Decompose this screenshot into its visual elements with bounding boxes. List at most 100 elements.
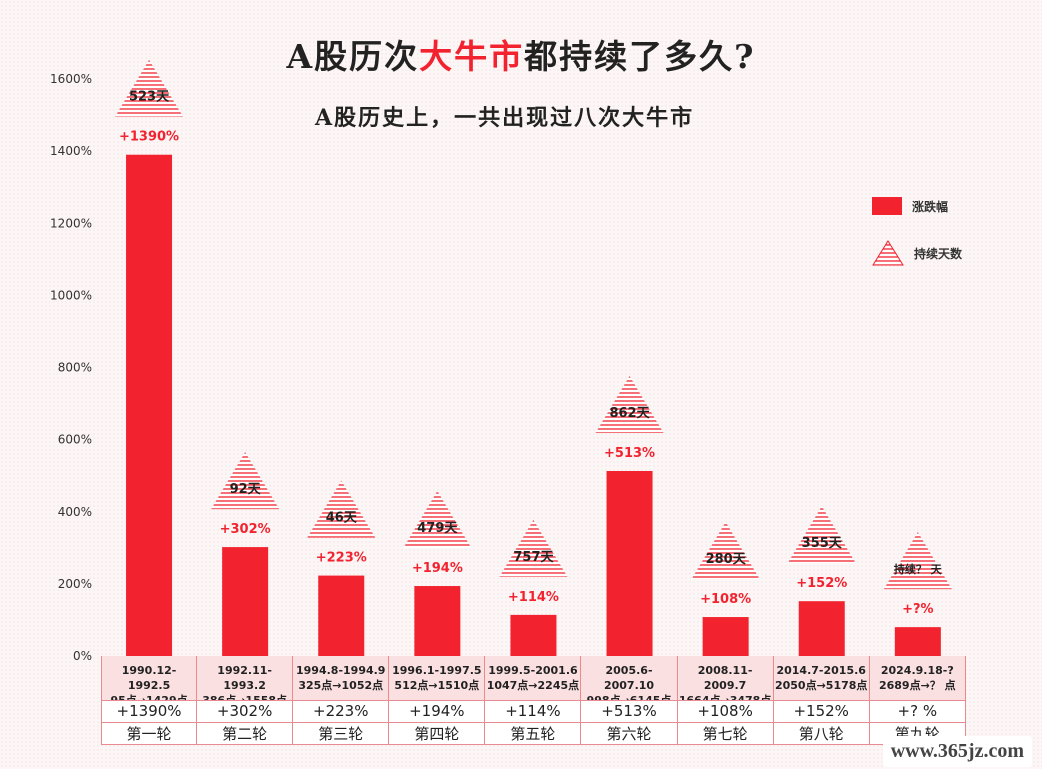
duration-triangle bbox=[883, 532, 952, 590]
period-date: 2005.6-2007.10 bbox=[603, 664, 655, 692]
table-cell-pct: +302% bbox=[197, 700, 294, 722]
period-date: 2008.11-2009.7 bbox=[697, 664, 753, 692]
bar bbox=[318, 575, 365, 656]
table-cell-pct: +223% bbox=[293, 700, 390, 722]
y-tick-label: 1400% bbox=[50, 144, 92, 158]
legend-triangle-label: 持续天数 bbox=[914, 246, 963, 261]
table-cell-round: 第八轮 bbox=[773, 722, 870, 745]
table-row-name: 第一轮 第二轮 第三轮 第四轮 第五轮 第六轮 第七轮 第八轮 第九轮 bbox=[101, 722, 966, 745]
bar-value-label: +108% bbox=[700, 592, 751, 607]
period-date: 1990.12-1992.5 bbox=[121, 664, 177, 692]
period-date: 1994.8-1994.9 bbox=[296, 664, 386, 677]
table-row-pct: +1390% +302% +223% +194% +114% +513% +108% +152… bbox=[101, 700, 966, 722]
legend-triangle: 持续天数 bbox=[872, 240, 962, 266]
bar bbox=[894, 627, 941, 656]
bars: +1390% +302% +223% +194% +114% +513% +108% +152… bbox=[119, 130, 941, 656]
bar-value-label: +1390% bbox=[119, 130, 179, 145]
bar-value-label: +513% bbox=[604, 446, 655, 461]
table-cell-round: 第四轮 bbox=[389, 722, 486, 745]
table-cell-period: 1999.5-2001.6 1047点→2245点 bbox=[485, 656, 582, 700]
bar-value-label: +302% bbox=[220, 522, 271, 537]
bar bbox=[798, 601, 845, 656]
bar bbox=[606, 470, 653, 656]
y-tick-label: 200% bbox=[58, 577, 92, 591]
duration-triangle bbox=[211, 452, 280, 510]
duration-label: 持续？ 天 bbox=[894, 562, 943, 576]
table-cell-period: 2014.7-2015.6 2050点→5178点 bbox=[773, 656, 870, 700]
legend-bar: 涨跌幅 bbox=[872, 197, 948, 215]
duration-label: 46天 bbox=[326, 511, 358, 526]
table-cell-pct: +114% bbox=[485, 700, 582, 722]
table-cell-round: 第二轮 bbox=[197, 722, 294, 745]
title-part1: A股历次 bbox=[286, 37, 420, 76]
table-cell-pct: +194% bbox=[389, 700, 486, 722]
duration-triangle bbox=[115, 59, 184, 117]
duration-triangle bbox=[499, 519, 568, 577]
table-cell-period: 1990.12-1992.595点→1429点 bbox=[101, 656, 198, 707]
bar-value-label: +114% bbox=[508, 590, 559, 605]
table-cell-period: 1994.8-1994.9 325点→1052点 bbox=[293, 656, 390, 700]
period-points: 325点→1052点 bbox=[298, 679, 384, 692]
bar bbox=[222, 547, 269, 656]
bar bbox=[702, 617, 749, 656]
table-cell-round: 第七轮 bbox=[677, 722, 774, 745]
y-tick-label: 1600% bbox=[50, 72, 92, 86]
period-points: 512点→1510点 bbox=[394, 679, 480, 692]
table-cell-round: 第六轮 bbox=[581, 722, 678, 745]
y-tick-label: 1000% bbox=[50, 288, 92, 302]
chart-title: A股历次大牛市都持续了多久? bbox=[0, 30, 1042, 78]
period-date: 2024.9.18-? bbox=[880, 664, 954, 677]
title-highlight: 大牛市 bbox=[419, 37, 525, 76]
table-cell-pct: +513% bbox=[581, 700, 678, 722]
table-cell-pct: +108% bbox=[677, 700, 774, 722]
duration-triangle bbox=[403, 491, 472, 549]
duration-triangle bbox=[307, 480, 376, 538]
y-tick-label: 1200% bbox=[50, 216, 92, 230]
period-points: 1047点→2245点 bbox=[486, 679, 580, 692]
bar bbox=[414, 586, 461, 656]
duration-label: 862天 bbox=[609, 406, 650, 421]
period-points: 2050点→5178点 bbox=[774, 679, 868, 692]
table-row-period: 1990.12-1992.595点→1429点1992.11-1993.2386… bbox=[101, 656, 966, 707]
duration-triangle bbox=[787, 506, 856, 564]
duration-label: 757天 bbox=[513, 550, 554, 565]
table-cell-round: 第五轮 bbox=[485, 722, 582, 745]
table-cell-period: 2024.9.18-? 2689点→？ 点 bbox=[869, 656, 966, 700]
y-tick-label: 800% bbox=[58, 361, 92, 375]
bar-value-label: +194% bbox=[412, 561, 463, 576]
duration-triangle bbox=[691, 522, 760, 580]
duration-label: 355天 bbox=[802, 536, 843, 551]
table-cell-pct: +152% bbox=[773, 700, 870, 722]
table-cell-period: 2008.11-2009.71664点→3478点 bbox=[677, 656, 774, 707]
bar bbox=[510, 614, 557, 656]
bar-value-label: +?% bbox=[902, 602, 933, 617]
y-tick-label: 400% bbox=[58, 505, 92, 519]
period-points: 2689点→？ 点 bbox=[878, 679, 956, 692]
table-cell-round: 第一轮 bbox=[101, 722, 198, 745]
bar-value-label: +152% bbox=[796, 576, 847, 591]
period-date: 1992.11-1993.2 bbox=[217, 664, 272, 692]
table-cell-round: 第三轮 bbox=[293, 722, 390, 745]
y-tick-label: 600% bbox=[58, 433, 92, 447]
y-tick-label: 0% bbox=[73, 649, 92, 663]
table-cell-period: 2005.6-2007.10998点→6145点 bbox=[581, 656, 678, 707]
legend-bar-swatch bbox=[872, 197, 902, 215]
watermark: www.365jz.com bbox=[882, 736, 1032, 767]
table-cell-pct: +1390% bbox=[101, 700, 198, 722]
y-axis: 0% 200% 400% 600% 800% 1000% 1200% 1400% 1600% bbox=[50, 72, 92, 663]
duration-label: 523天 bbox=[129, 90, 170, 105]
period-date: 2014.7-2015.6 bbox=[776, 664, 866, 677]
table-cell-period: 1996.1-1997.5 512点→1510点 bbox=[389, 656, 486, 700]
bar bbox=[126, 154, 173, 656]
duration-label: 280天 bbox=[706, 552, 747, 567]
title-part2: 都持续了多久? bbox=[524, 37, 756, 76]
bar-value-label: +223% bbox=[316, 551, 367, 566]
duration-label: 479天 bbox=[417, 521, 458, 536]
legend-triangle-swatch bbox=[872, 240, 904, 266]
table-cell-pct: +? % bbox=[869, 700, 966, 722]
duration-triangle bbox=[595, 375, 664, 433]
period-date: 1999.5-2001.6 bbox=[488, 664, 578, 677]
data-table: 1990.12-1992.595点→1429点1992.11-1993.2386… bbox=[101, 656, 966, 745]
